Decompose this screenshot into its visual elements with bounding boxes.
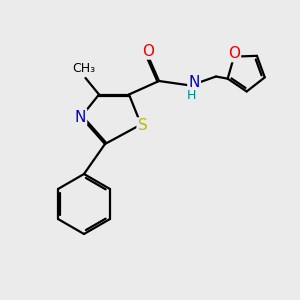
Text: N: N: [75, 110, 86, 124]
Text: O: O: [228, 46, 240, 61]
Text: H: H: [186, 89, 196, 103]
Text: CH₃: CH₃: [72, 62, 96, 76]
Text: O: O: [142, 44, 154, 59]
Text: S: S: [138, 118, 147, 134]
Text: N: N: [188, 75, 200, 90]
